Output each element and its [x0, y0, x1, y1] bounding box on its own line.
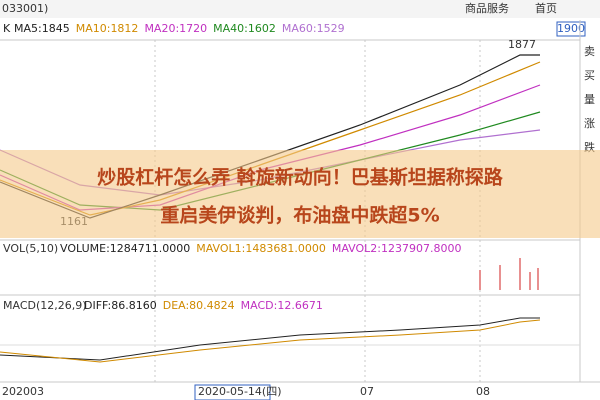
side-label: 买	[584, 69, 595, 82]
legend-item: MA60:1529	[282, 22, 345, 35]
ma-legend: MA5:1845 MA10:1812 MA20:1720 MA40:1602 MA60:…	[14, 22, 345, 35]
price-box	[556, 21, 586, 37]
side-label: 涨	[584, 117, 595, 130]
menu-item[interactable]: 商品服务	[465, 1, 509, 15]
side-label: 卖	[584, 45, 595, 58]
side-label: 跌	[584, 140, 595, 154]
x-axis: 202003 2020-05-14(四) 07 08	[2, 385, 490, 398]
legend-item: MAVOL1:1483681.0000	[196, 242, 326, 255]
price-box-text: 1900	[557, 22, 585, 35]
x-tick-label: 07	[360, 385, 374, 398]
macd-name: MACD(12,26,9)	[3, 299, 87, 312]
legend-item: MACD:12.6671	[241, 299, 323, 312]
legend-item: DIFF:86.8160	[84, 299, 157, 312]
headline-banner	[0, 150, 600, 238]
legend-item: DEA:80.4824	[163, 299, 235, 312]
date-box	[194, 384, 271, 400]
volume-bars	[479, 258, 539, 290]
legend-item: MA20:1720	[144, 22, 207, 35]
high-label: 1877	[508, 38, 536, 51]
legend-item: MAVOL2:1237907.8000	[332, 242, 462, 255]
side-label: 量	[584, 93, 595, 106]
macd-lines	[0, 317, 580, 363]
vol-legend: VOLUME:1284711.0000 MAVOL1:1483681.0000 MA…	[60, 242, 462, 255]
x-tick-label: 2020-05-14(四)	[198, 385, 282, 398]
x-tick-label: 202003	[2, 385, 44, 398]
code: 033001)	[2, 2, 48, 15]
legend-item: MA10:1812	[76, 22, 139, 35]
x-tick-label: 08	[476, 385, 490, 398]
legend-item: VOLUME:1284711.0000	[60, 242, 190, 255]
legend-item: MA5:1845	[14, 22, 70, 35]
macd-legend: DIFF:86.8160 DEA:80.4824 MACD:12.6671	[84, 299, 323, 312]
top-bar	[0, 0, 600, 18]
headline: 重启美伊谈判，布油盘中跌超5%	[160, 204, 439, 227]
k-label: K	[3, 22, 11, 35]
headline: 炒股杠杆怎么弄 斡旋新动向！巴基斯坦据称探路	[97, 166, 504, 189]
vol-name: VOL(5,10)	[3, 242, 58, 255]
menu-item[interactable]: 首页	[535, 1, 557, 15]
legend-item: MA40:1602	[213, 22, 276, 35]
